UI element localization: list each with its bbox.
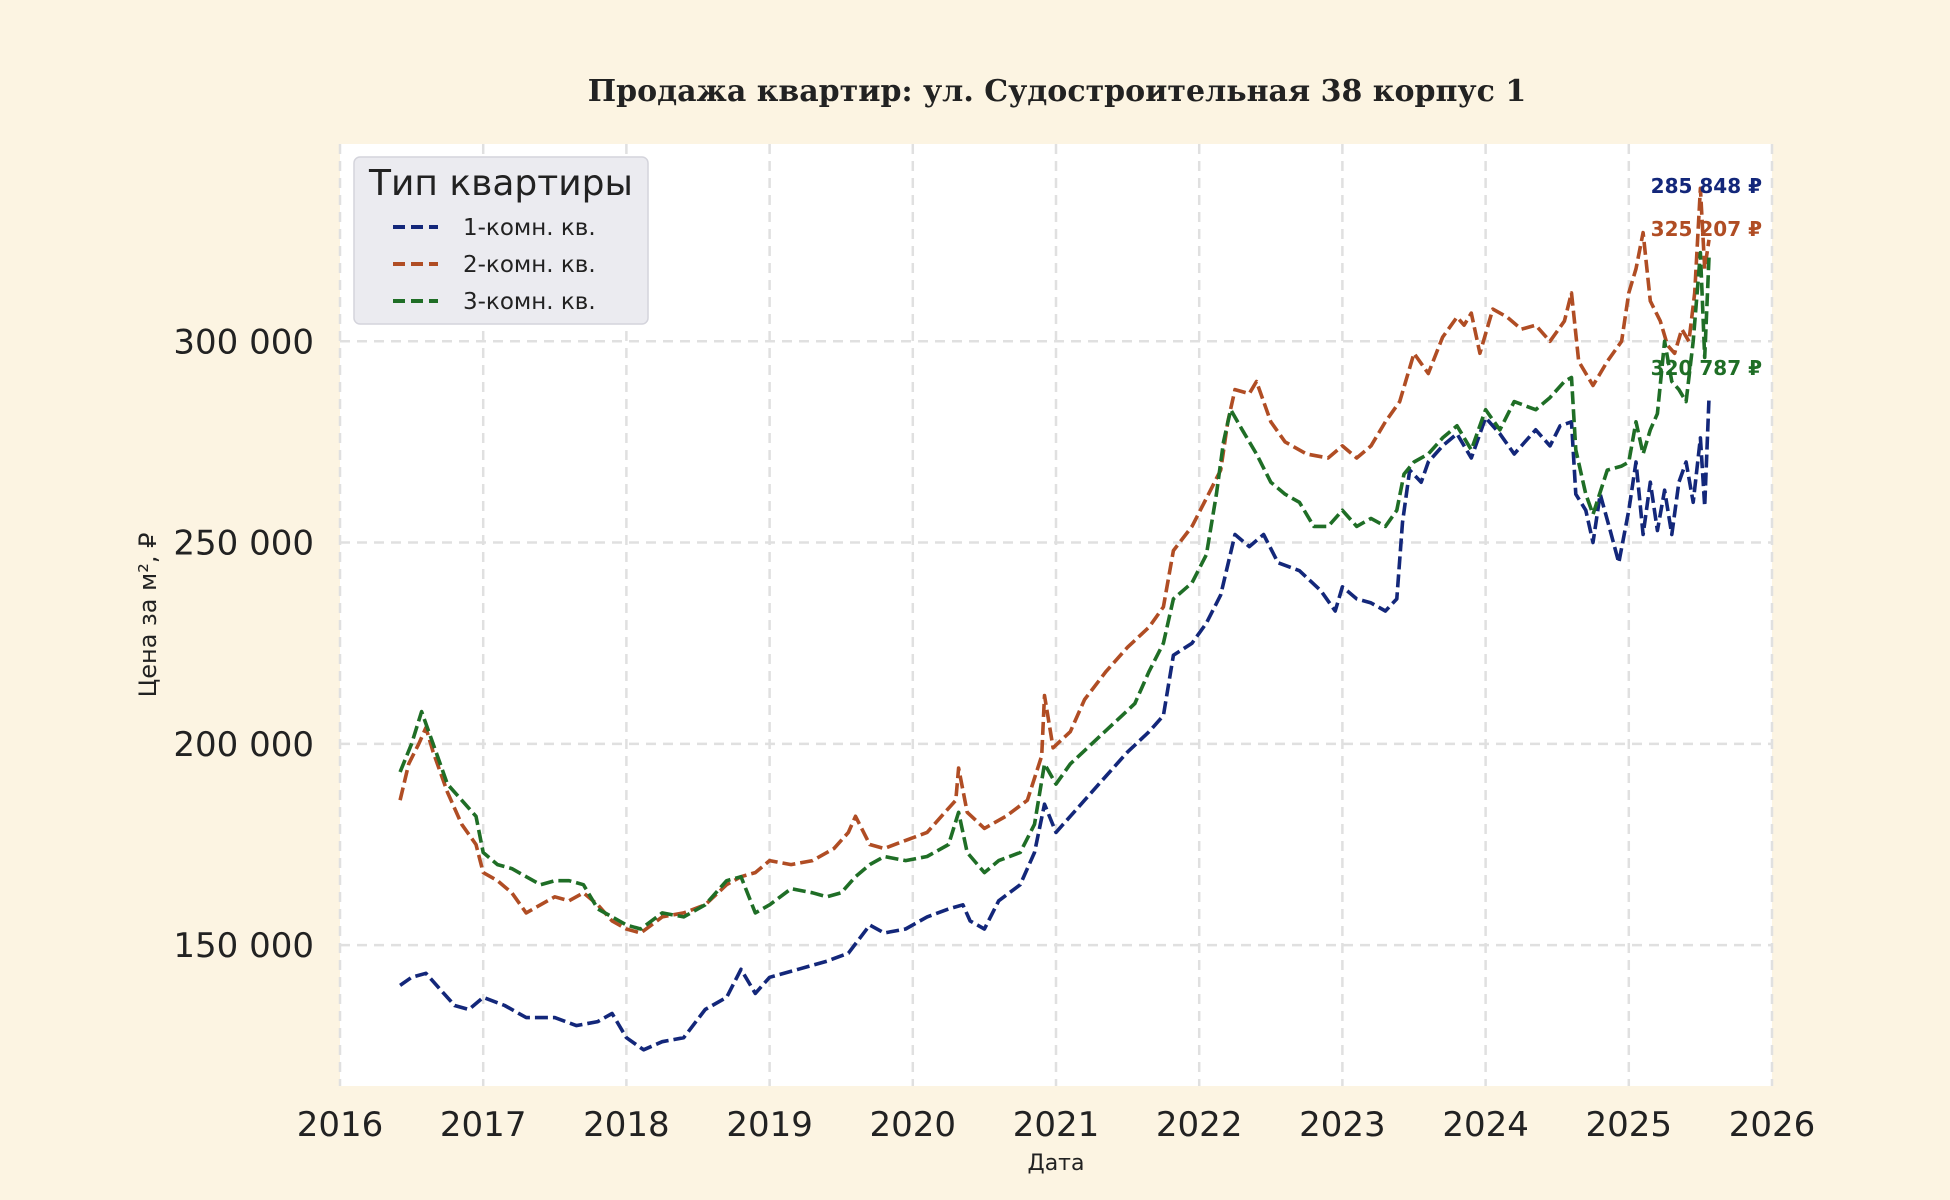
series-lines <box>398 186 1711 1052</box>
x-tick-label: 2016 <box>297 1105 384 1145</box>
x-axis-label: Дата <box>1028 1151 1085 1176</box>
legend: Тип квартиры 1-комн. кв. 2-комн. кв. 3-ком… <box>353 156 649 325</box>
end-value-label: 285 848 ₽ <box>1651 174 1762 198</box>
x-tick-label: 2022 <box>1156 1105 1243 1145</box>
legend-item-label: 1-комн. кв. <box>463 215 596 241</box>
legend-items: 1-комн. кв. 2-комн. кв. 3-комн. кв. <box>393 215 596 315</box>
x-tick-label: 2018 <box>583 1105 670 1145</box>
x-tick-label: 2026 <box>1729 1105 1816 1145</box>
x-tick-label: 2020 <box>870 1105 957 1145</box>
y-tick-label: 200 000 <box>173 725 314 765</box>
y-tick-label: 300 000 <box>173 322 314 362</box>
series-line-1 <box>399 398 1711 1052</box>
x-tick-label: 2023 <box>1299 1105 1386 1145</box>
x-tick-label: 2021 <box>1013 1105 1100 1145</box>
axis-ticks: 2016 2017 2018 2019 2020 2021 2022 2023 2024 2025… <box>173 322 1815 1145</box>
y-axis-label: Цена за м², ₽ <box>134 533 162 698</box>
end-value-labels: 285 848 ₽ 325 207 ₽ 320 787 ₽ <box>1651 174 1762 380</box>
series-line-3 <box>398 250 1711 931</box>
x-tick-label: 2025 <box>1586 1105 1673 1145</box>
y-tick-label: 250 000 <box>173 524 314 564</box>
end-value-label: 320 787 ₽ <box>1651 356 1762 380</box>
y-tick-label: 150 000 <box>173 926 314 966</box>
legend-box <box>353 156 649 325</box>
x-tick-label: 2019 <box>726 1105 813 1145</box>
chart-title: Продажа квартир: ул. Судостроительная 38… <box>588 74 1526 109</box>
legend-item-label: 3-комн. кв. <box>463 289 596 315</box>
x-tick-label: 2017 <box>440 1105 527 1145</box>
end-value-label: 325 207 ₽ <box>1651 217 1762 241</box>
legend-title: Тип квартиры <box>368 163 633 204</box>
legend-item-label: 2-комн. кв. <box>463 252 596 278</box>
x-tick-label: 2024 <box>1442 1105 1529 1145</box>
